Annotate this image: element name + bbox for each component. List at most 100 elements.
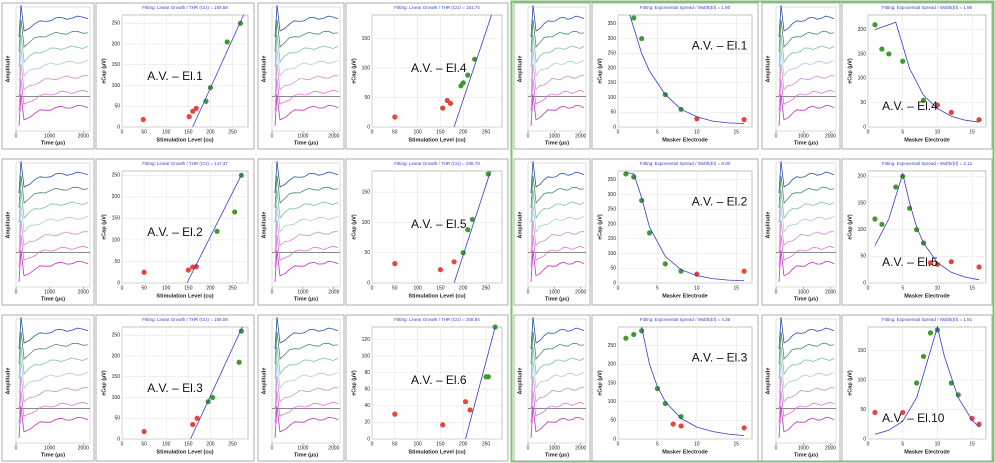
waveform-trace: [274, 64, 339, 97]
data-point: [913, 380, 920, 386]
y-axis-label: Amplitude: [5, 368, 11, 395]
waveform-trace: [530, 376, 585, 409]
x-tick-label: 50: [392, 285, 398, 291]
chart-title: Fitting: Linear Growth / THR (CU) = 158.…: [142, 317, 228, 322]
data-point: [465, 227, 471, 233]
y-tick-label: 150: [858, 200, 867, 206]
data-point: [631, 15, 637, 21]
y-tick-label: 20: [364, 420, 370, 426]
waveform-trace: [274, 94, 339, 127]
x-tick-label: 2000: [78, 133, 89, 139]
y-tick-label: 200: [858, 27, 867, 33]
waveform-trace: [778, 361, 835, 394]
data-point: [927, 260, 934, 266]
data-point: [662, 261, 668, 267]
waveform-trace: [274, 316, 339, 350]
y-axis-label: eCap (µV): [597, 58, 603, 84]
data-point: [920, 353, 927, 360]
waveform-trace: [778, 79, 835, 112]
waveform-trace: [274, 34, 339, 67]
data-point: [447, 100, 454, 107]
waveform-trace: [18, 391, 89, 424]
y-tick-label: 250: [608, 51, 617, 57]
y-axis-label: eCap (µV): [597, 214, 603, 240]
y-axis-label: Amplitude: [765, 368, 771, 395]
waveform-trace: [18, 361, 89, 394]
x-tick-label: 15: [969, 441, 975, 447]
x-tick-label: 0: [15, 289, 18, 295]
x-tick-label: 50: [141, 285, 147, 291]
x-tick-label: 250: [228, 441, 237, 447]
waveform-trace: [274, 406, 339, 439]
x-axis-label: Stimulation Level (cu): [156, 137, 213, 143]
y-tick-label: 200: [858, 174, 867, 180]
waveform-trace: [530, 94, 585, 127]
data-point: [462, 399, 469, 405]
data-point: [976, 264, 982, 270]
waveform-trace: [18, 316, 89, 350]
waveform-trace: [530, 346, 585, 379]
data-point: [678, 423, 684, 429]
y-tick-label: 200: [112, 353, 121, 359]
x-tick-label: 5: [656, 129, 659, 135]
x-axis-label: Masker Electrode: [904, 449, 950, 455]
y-axis-label: eCap (µV): [351, 58, 357, 84]
data-point: [392, 114, 398, 120]
x-tick-label: 0: [617, 285, 620, 291]
waveform-trace: [530, 175, 585, 208]
x-tick-label: 150: [436, 285, 445, 291]
x-tick-label: 1000: [44, 445, 55, 451]
data-point: [185, 267, 191, 273]
x-tick-label: 10: [694, 441, 700, 447]
data-point: [392, 411, 398, 417]
x-tick-label: 200: [459, 129, 468, 135]
annotation: A.V. – El.4: [882, 99, 938, 113]
x-axis-label: Time (µs): [294, 140, 318, 146]
fit-line: [625, 172, 745, 281]
y-tick-label: 0: [367, 280, 370, 286]
fit-line: [629, 14, 745, 124]
data-point: [900, 58, 906, 64]
waveform-trace: [778, 160, 835, 194]
y-tick-label: 0: [613, 436, 616, 442]
y-axis-label: eCap (µV): [351, 370, 357, 396]
waveform-trace: [778, 235, 835, 268]
waveform-trace: [778, 205, 835, 238]
waveform-trace: [778, 406, 835, 439]
data-point: [948, 259, 954, 265]
y-tick-label: 100: [112, 83, 121, 89]
x-tick-label: 200: [206, 441, 215, 447]
x-tick-label: 10: [694, 285, 700, 291]
y-tick-label: 300: [608, 192, 617, 198]
data-point: [948, 109, 954, 115]
waveform-trace: [18, 34, 89, 67]
waveform-trace: [530, 64, 585, 97]
data-point: [214, 228, 220, 234]
fit-line: [874, 21, 980, 123]
waveform-plot: [775, 318, 837, 444]
y-axis-label: eCap (µV): [101, 58, 107, 84]
y-axis-label: Amplitude: [517, 368, 523, 395]
annotation: A.V. – El.10: [882, 411, 945, 425]
y-tick-label: 100: [362, 220, 371, 226]
x-tick-label: 0: [15, 133, 18, 139]
x-axis-label: Time (µs): [545, 140, 569, 146]
waveform-trace: [778, 94, 835, 127]
data-point: [886, 51, 892, 57]
annotation: A.V. – El.2: [692, 195, 748, 209]
x-tick-label: 10: [935, 441, 941, 447]
right-frame: [510, 0, 995, 463]
x-tick-label: 150: [436, 441, 445, 447]
fit-line: [874, 172, 980, 281]
waveform-trace: [530, 331, 585, 364]
y-axis-label: Amplitude: [261, 212, 267, 239]
data-point: [623, 335, 629, 341]
data-point: [460, 80, 466, 86]
waveform-trace: [18, 406, 89, 439]
y-tick-label: 100: [858, 377, 867, 383]
x-tick-label: 0: [371, 441, 374, 447]
y-tick-label: 0: [117, 280, 120, 286]
waveform-plot: [271, 6, 341, 132]
waveform-trace: [778, 190, 835, 223]
waveform-trace: [18, 79, 89, 112]
